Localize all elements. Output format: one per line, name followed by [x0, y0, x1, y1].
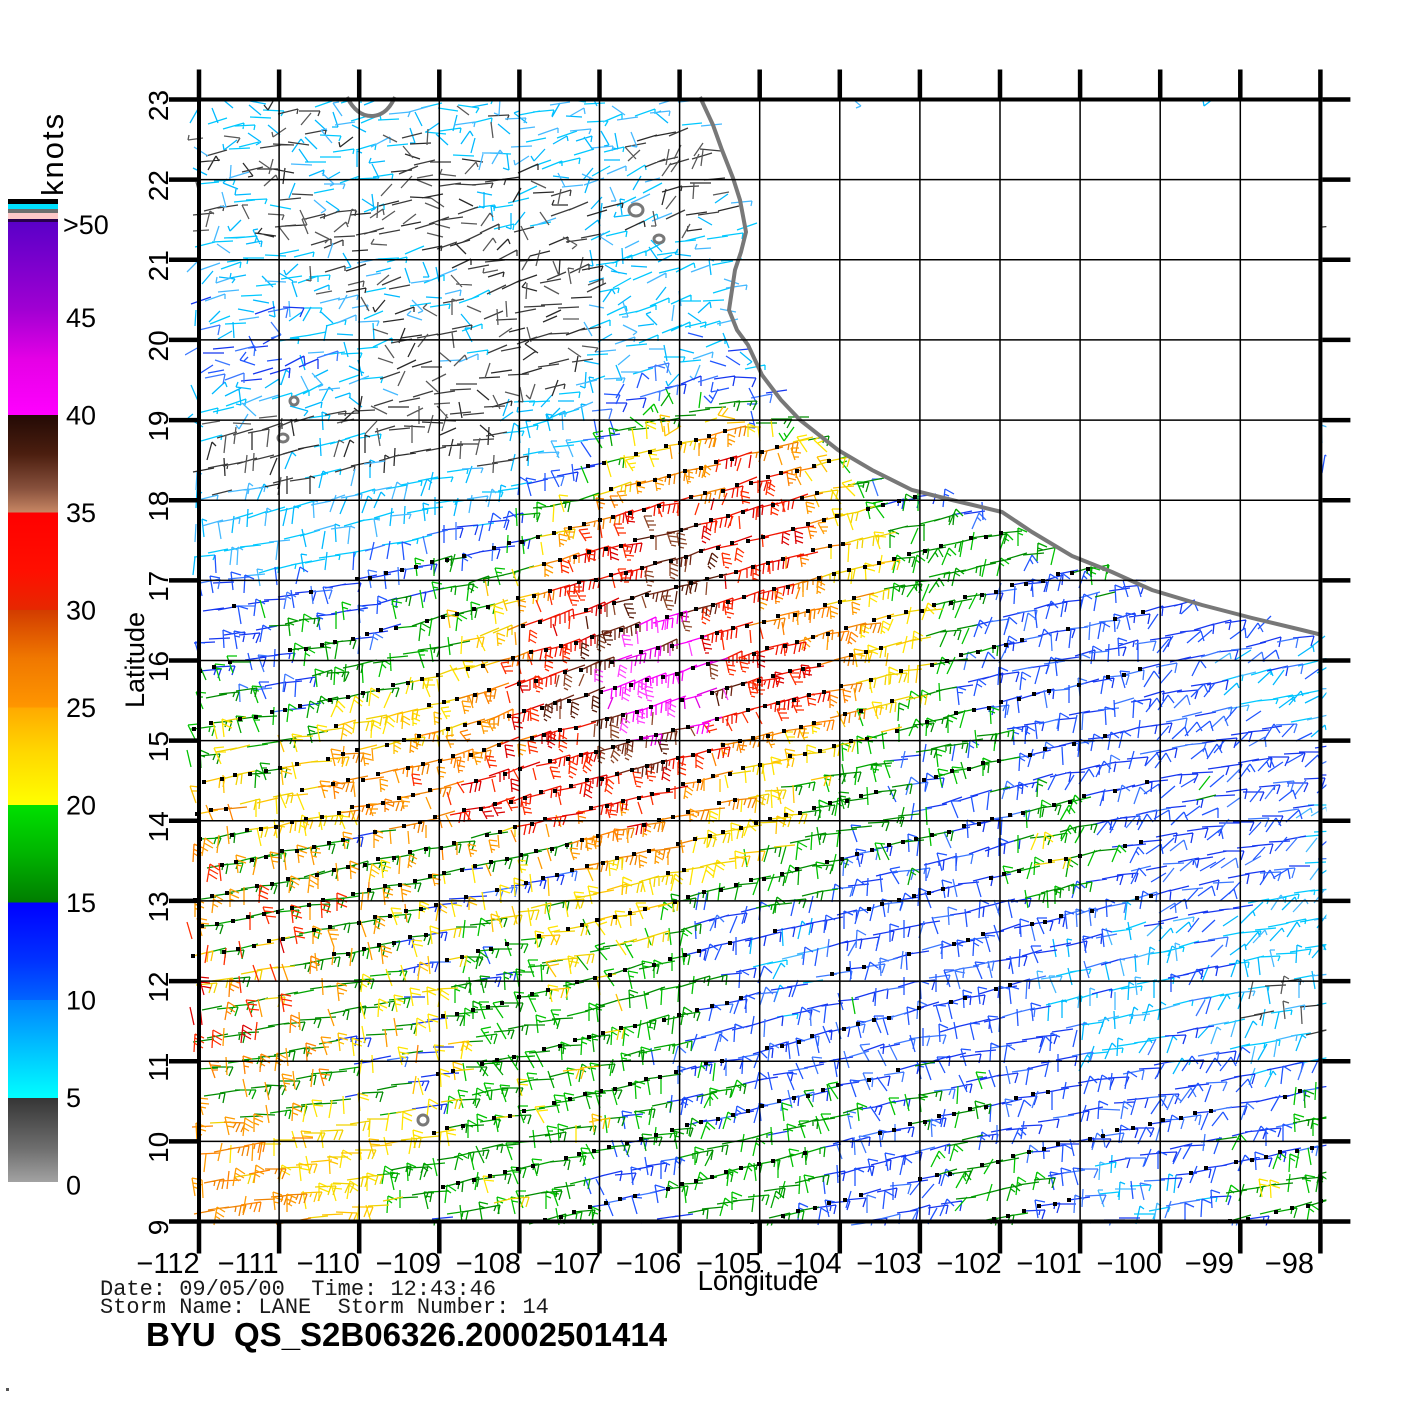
svg-text:15: 15 — [66, 888, 96, 918]
svg-text:19: 19 — [143, 410, 174, 441]
svg-text:−100: −100 — [1097, 1248, 1162, 1280]
svg-text:−110: −110 — [297, 1248, 360, 1280]
svg-text:22: 22 — [143, 170, 174, 201]
svg-text:35: 35 — [66, 498, 96, 528]
svg-text:10: 10 — [143, 1132, 174, 1163]
svg-text:20: 20 — [66, 791, 96, 821]
svg-text:−99: −99 — [1185, 1248, 1234, 1280]
svg-text:knots: knots — [35, 112, 70, 196]
svg-text:13: 13 — [143, 891, 174, 922]
svg-text:23: 23 — [143, 90, 174, 121]
svg-text:16: 16 — [143, 651, 174, 682]
svg-text:BYU QS_S2B06326.20002501414: BYU QS_S2B06326.20002501414 — [146, 1316, 668, 1353]
svg-text:5: 5 — [66, 1083, 81, 1113]
svg-text:Latitude: Latitude — [120, 612, 150, 708]
svg-text:>50: >50 — [63, 210, 109, 240]
svg-text:20: 20 — [143, 330, 174, 361]
svg-text:−102: −102 — [936, 1248, 1001, 1280]
svg-text:−98: −98 — [1265, 1248, 1314, 1280]
svg-text:−103: −103 — [856, 1248, 921, 1280]
svg-text:−105: −105 — [696, 1248, 761, 1280]
svg-text:45: 45 — [66, 303, 96, 333]
svg-text:−104: −104 — [776, 1248, 841, 1280]
svg-text:15: 15 — [143, 731, 174, 762]
svg-text:Storm Name: LANE Storm Number: Storm Name: LANE Storm Number: 14 — [100, 1295, 549, 1320]
svg-text:21: 21 — [143, 250, 174, 281]
svg-text:−108: −108 — [456, 1248, 521, 1280]
svg-text:Longitude: Longitude — [698, 1265, 819, 1296]
svg-text:14: 14 — [143, 811, 174, 842]
svg-text:40: 40 — [66, 401, 96, 431]
svg-text:9: 9 — [143, 1220, 174, 1236]
svg-text:0: 0 — [66, 1171, 81, 1201]
svg-text:17: 17 — [143, 571, 174, 602]
svg-text:12: 12 — [143, 971, 174, 1002]
svg-text:−109: −109 — [376, 1248, 441, 1280]
svg-text:18: 18 — [143, 491, 174, 522]
svg-text:25: 25 — [66, 693, 96, 723]
svg-text:−111: −111 — [218, 1248, 279, 1280]
svg-text:11: 11 — [143, 1053, 174, 1082]
svg-text:−107: −107 — [536, 1248, 601, 1280]
svg-text:−106: −106 — [616, 1248, 681, 1280]
svg-text:10: 10 — [66, 986, 96, 1016]
svg-text:−112: −112 — [136, 1248, 199, 1280]
svg-text:−101: −101 — [1016, 1248, 1081, 1280]
svg-text:Date: 09/05/00 Time: 12:43:46: Date: 09/05/00 Time: 12:43:46 — [100, 1277, 496, 1302]
svg-text:30: 30 — [66, 596, 96, 626]
